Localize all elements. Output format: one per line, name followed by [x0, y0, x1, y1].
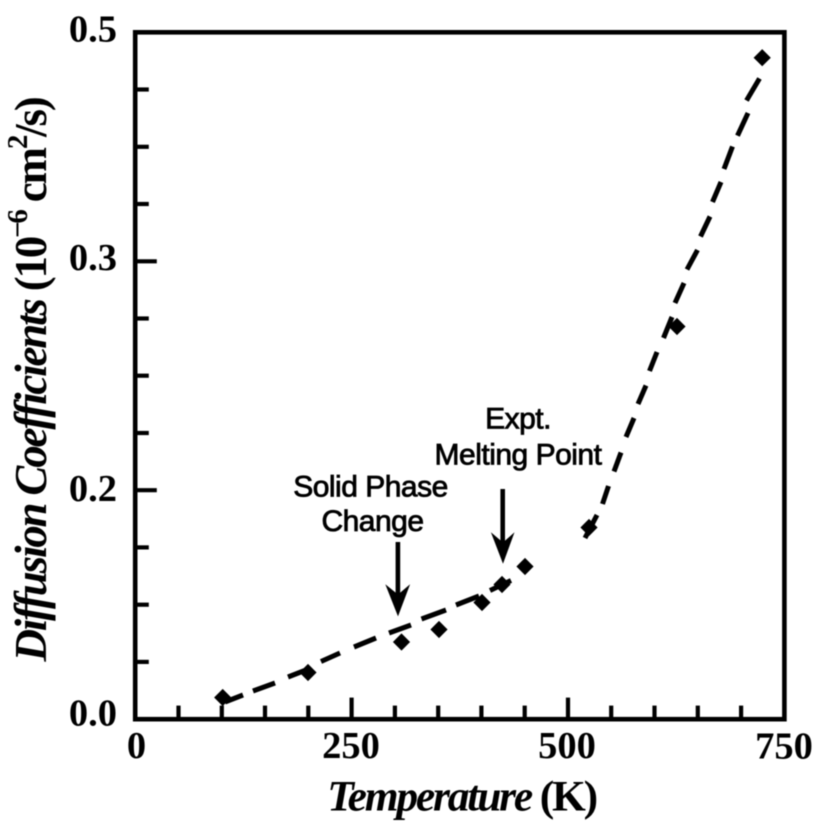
svg-text:Diffusion Coefficients (10−6 c: Diffusion Coefficients (10−6 cm2/s): [2, 97, 56, 662]
svg-text:0.2: 0.2: [69, 468, 117, 510]
svg-text:0.3: 0.3: [69, 237, 117, 279]
svg-text:250: 250: [322, 725, 380, 767]
svg-text:Melting Point: Melting Point: [435, 439, 603, 472]
svg-text:0: 0: [127, 725, 146, 767]
svg-text:Expt.: Expt.: [485, 403, 551, 436]
svg-text:Solid Phase: Solid Phase: [293, 471, 448, 504]
svg-text:Temperature (K): Temperature (K): [327, 773, 596, 821]
svg-text:0.0: 0.0: [69, 693, 117, 735]
svg-text:750: 750: [755, 726, 813, 768]
svg-text:0.5: 0.5: [69, 8, 117, 50]
svg-text:500: 500: [538, 725, 596, 767]
svg-text:Change: Change: [321, 505, 423, 538]
